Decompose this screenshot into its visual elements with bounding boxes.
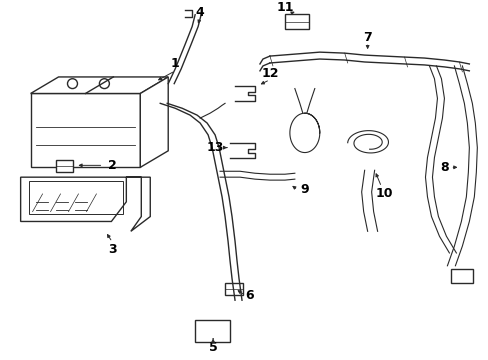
Text: 8: 8 bbox=[439, 161, 448, 174]
Text: 12: 12 bbox=[261, 67, 278, 80]
Text: 6: 6 bbox=[245, 289, 254, 302]
Polygon shape bbox=[140, 77, 168, 167]
Text: 2: 2 bbox=[108, 159, 117, 172]
Polygon shape bbox=[20, 177, 150, 231]
Bar bbox=[195, 320, 229, 342]
Text: 5: 5 bbox=[208, 341, 217, 354]
Text: 10: 10 bbox=[375, 188, 392, 201]
Polygon shape bbox=[31, 77, 168, 94]
Text: 3: 3 bbox=[108, 243, 117, 256]
Bar bbox=[224, 283, 243, 295]
Bar bbox=[450, 269, 472, 283]
Bar bbox=[56, 161, 73, 172]
Text: 7: 7 bbox=[363, 31, 371, 44]
Polygon shape bbox=[31, 94, 140, 167]
Text: 9: 9 bbox=[300, 184, 308, 197]
Bar bbox=[285, 14, 308, 30]
Text: 11: 11 bbox=[276, 1, 293, 14]
Text: 4: 4 bbox=[195, 6, 204, 19]
Bar bbox=[29, 181, 123, 213]
Text: 1: 1 bbox=[170, 58, 179, 71]
Text: 13: 13 bbox=[206, 141, 224, 154]
